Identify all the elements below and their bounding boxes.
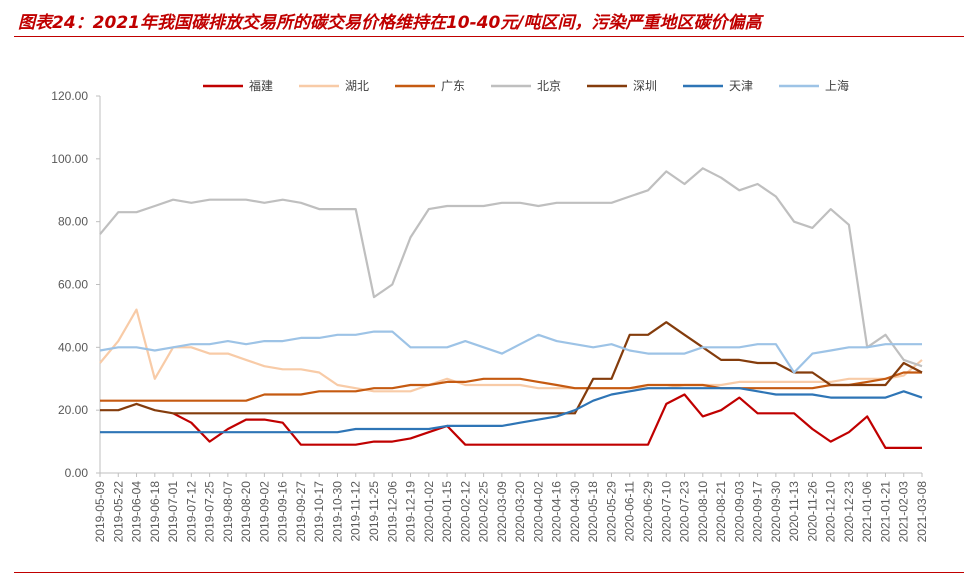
x-tick-label: 2020-05-18 — [586, 481, 600, 543]
x-tick-label: 2020-09-17 — [751, 481, 765, 543]
x-tick-label: 2019-09-02 — [257, 481, 271, 543]
legend-label: 上海 — [825, 78, 849, 93]
x-tick-label: 2019-11-25 — [367, 481, 381, 542]
legend-label: 天津 — [729, 79, 753, 93]
x-tick-label: 2019-12-19 — [404, 481, 418, 543]
series-line-广东 — [100, 371, 922, 402]
x-tick-label: 2019-06-04 — [130, 481, 144, 543]
series-line-深圳 — [100, 321, 923, 415]
title-rule — [14, 36, 964, 37]
legend-label: 深圳 — [633, 79, 657, 93]
x-tick-label: 2019-12-06 — [385, 481, 399, 543]
x-tick-label: 2020-03-20 — [513, 481, 527, 543]
legend: 福建 湖北 广东 北京 深圳 天津 上海 — [203, 78, 849, 93]
x-tick-label: 2020-08-21 — [714, 481, 728, 543]
y-tick-label: 20.00 — [58, 403, 88, 417]
x-tick-label: 2019-09-16 — [276, 481, 290, 543]
x-tick-label: 2020-08-10 — [696, 481, 710, 543]
series-line-天津 — [100, 387, 923, 434]
series-line-福建 — [172, 393, 922, 449]
x-tick-label: 2020-06-29 — [641, 481, 655, 543]
x-tick-label: 2019-08-07 — [221, 481, 235, 543]
y-tick-label: 80.00 — [58, 215, 88, 229]
x-tick-label: 2020-04-16 — [550, 481, 564, 543]
legend-label: 北京 — [537, 79, 561, 93]
x-tick-label: 2020-02-25 — [477, 481, 491, 543]
x-tick-label: 2019-09-27 — [294, 481, 308, 543]
x-tick-label: 2019-10-30 — [330, 481, 344, 543]
x-tick-label: 2020-11-26 — [805, 481, 819, 542]
x-tick-label: 2019-11-12 — [349, 481, 363, 542]
y-tick-label: 100.00 — [51, 152, 88, 166]
y-axis: 0.00 20.00 40.00 60.00 80.00 100.00 120.00 — [51, 89, 101, 480]
series-line-上海 — [99, 330, 922, 374]
x-tick-label: 2019-08-20 — [239, 481, 253, 543]
x-tick-label: 2020-04-30 — [568, 481, 582, 543]
x-tick-label: 2020-07-10 — [659, 481, 673, 543]
legend-label: 福建 — [249, 78, 273, 93]
x-tick-label: 2020-02-12 — [458, 481, 472, 543]
x-tick-label: 2020-05-29 — [604, 481, 618, 543]
x-tick-label: 2021-03-08 — [915, 481, 929, 543]
x-tick-label: 2020-07-23 — [678, 481, 692, 543]
y-tick-label: 120.00 — [51, 89, 88, 103]
page-title: 图表24：2021年我国碳排放交易所的碳交易价格维持在10-40元/吨区间，污染… — [18, 13, 762, 33]
x-axis: 2019-05-09 2019-05-22 2019-06-04 2019-06-18… — [93, 472, 929, 543]
x-tick-label: 2020-01-15 — [440, 481, 454, 543]
x-tick-label: 2021-02-03 — [897, 481, 911, 543]
series-line-北京 — [99, 167, 923, 368]
x-tick-label: 2020-03-09 — [495, 481, 509, 543]
legend-label: 广东 — [441, 79, 465, 93]
y-tick-label: 0.00 — [65, 466, 89, 480]
x-tick-label: 2020-12-23 — [842, 481, 856, 543]
x-tick-label: 2019-05-09 — [93, 481, 107, 543]
legend-label: 湖北 — [345, 78, 369, 93]
x-tick-label: 2020-09-03 — [732, 481, 746, 543]
y-tick-label: 40.00 — [58, 340, 88, 354]
x-tick-label: 2019-07-01 — [166, 481, 180, 543]
series-layer — [99, 167, 923, 449]
series-line-湖北 — [99, 308, 923, 393]
x-tick-label: 2019-07-12 — [184, 481, 198, 543]
x-tick-label: 2020-06-11 — [623, 481, 637, 542]
footer-rule — [14, 572, 964, 573]
x-tick-label: 2020-09-30 — [769, 481, 783, 543]
x-tick-label: 2019-07-25 — [203, 481, 217, 543]
x-tick-label: 2019-10-17 — [312, 481, 326, 543]
x-tick-label: 2020-12-10 — [824, 481, 838, 543]
x-tick-label: 2020-11-13 — [787, 481, 801, 542]
x-tick-label: 2021-01-06 — [860, 481, 874, 543]
y-tick-label: 60.00 — [58, 278, 88, 292]
x-tick-label: 2021-01-21 — [878, 481, 892, 543]
x-tick-label: 2019-05-22 — [111, 481, 125, 543]
x-tick-label: 2020-01-02 — [422, 481, 436, 543]
x-tick-label: 2019-06-18 — [148, 481, 162, 543]
x-tick-label: 2020-04-02 — [531, 481, 545, 543]
